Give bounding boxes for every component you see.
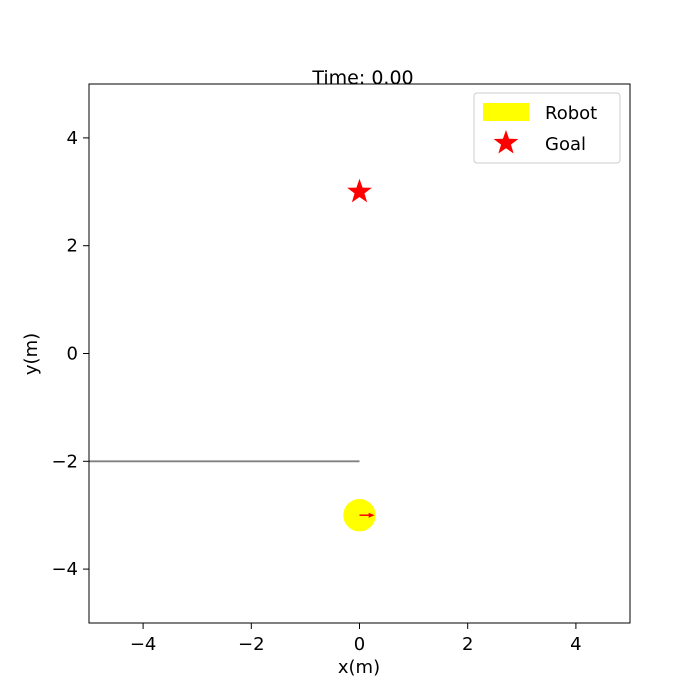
- legend-robot-label: Robot: [545, 103, 597, 124]
- x-tick-label: −2: [238, 634, 265, 655]
- chart-title: Time: 0.00: [311, 67, 413, 89]
- x-tick-label: −4: [130, 634, 157, 655]
- y-axis: −4 −2 0 2 4: [51, 128, 89, 580]
- x-tick-label: 0: [354, 634, 365, 655]
- y-tick-label: −2: [51, 451, 78, 472]
- plot-area: [88, 83, 631, 624]
- y-tick-label: −4: [51, 559, 78, 580]
- y-tick-label: 2: [67, 236, 78, 257]
- legend-goal-label: Goal: [545, 134, 586, 155]
- legend-robot-swatch: [483, 103, 529, 121]
- x-tick-label: 2: [462, 634, 473, 655]
- legend-goal-marker: [493, 130, 519, 154]
- y-tick-label: 0: [67, 344, 78, 365]
- axes-frame: [88, 83, 631, 624]
- y-tick-label: 4: [67, 128, 78, 149]
- chart-marks: [89, 178, 376, 532]
- goal-marker: [347, 178, 372, 203]
- x-axis-label: x(m): [338, 657, 380, 678]
- x-axis: −4 −2 0 2 4: [130, 623, 582, 655]
- robot-heading-arrowhead: [368, 512, 375, 518]
- y-axis-label: y(m): [21, 333, 42, 375]
- legend: Robot Goal: [473, 92, 621, 164]
- x-tick-label: 4: [570, 634, 581, 655]
